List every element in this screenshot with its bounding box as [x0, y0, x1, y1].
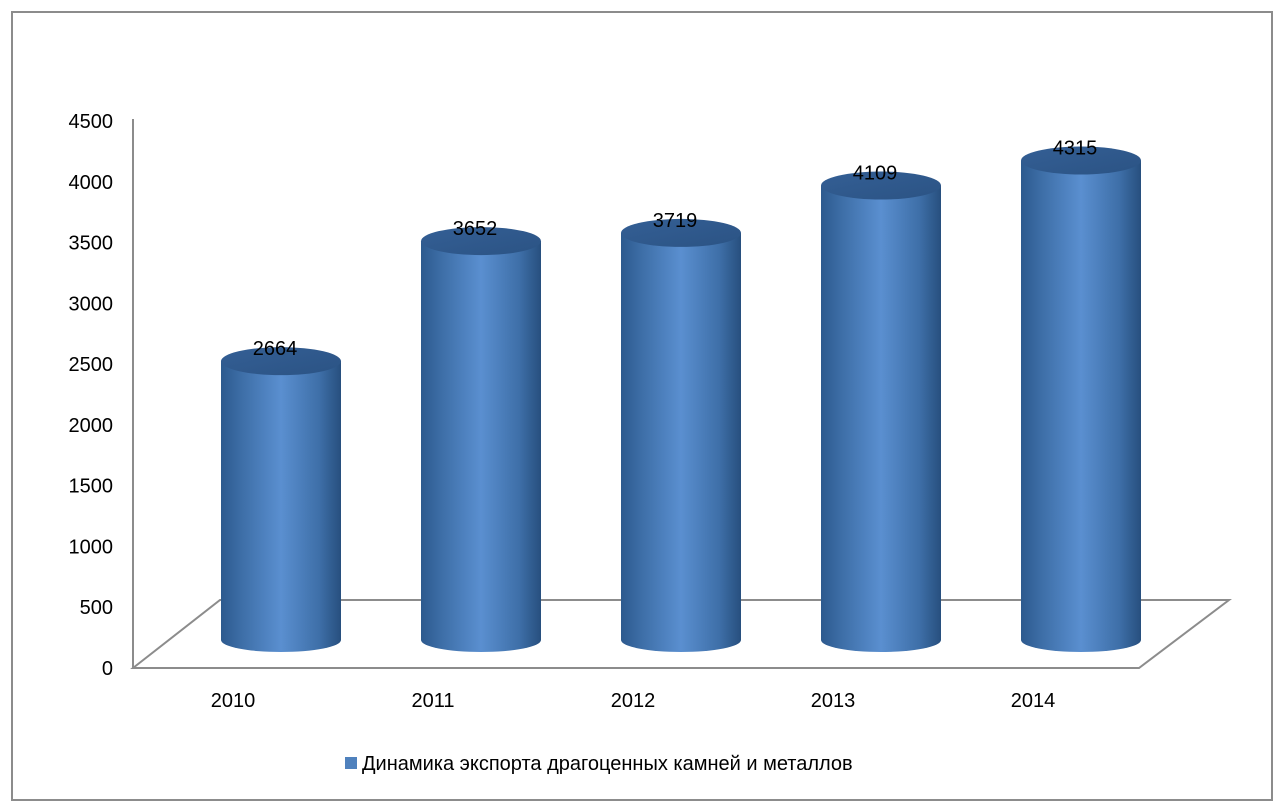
- x-tick-label: 2013: [811, 690, 856, 712]
- legend-swatch: [345, 757, 357, 769]
- x-tick-label: 2010: [211, 690, 256, 712]
- x-tick-label: 2011: [411, 690, 454, 712]
- y-tick-label: 1000: [69, 536, 114, 558]
- chart-floor: [130, 599, 1232, 669]
- y-tick-label: 500: [80, 597, 113, 619]
- data-label: 4315: [1053, 137, 1098, 159]
- y-tick-label: 4000: [69, 172, 114, 194]
- y-tick-label: 2500: [69, 354, 114, 376]
- legend: Динамика экспорта драгоценных камней и м…: [345, 753, 853, 775]
- y-tick-label: 2000: [69, 415, 114, 437]
- legend-label: Динамика экспорта драгоценных камней и м…: [362, 753, 853, 775]
- y-tick-label: 3500: [69, 233, 114, 255]
- bar: [1021, 146, 1141, 652]
- bar-body: [1021, 160, 1141, 652]
- data-labels: 2664 3652 3719 4109 4315: [253, 137, 1098, 360]
- y-tick-label: 1500: [69, 476, 114, 498]
- floor-outline: [130, 599, 1232, 669]
- bar: [621, 218, 741, 653]
- bar-top: [621, 218, 741, 247]
- bar-body: [621, 232, 741, 653]
- bar: [421, 227, 541, 653]
- bar-top: [821, 171, 941, 200]
- bars: [221, 146, 1141, 653]
- x-tick-label: 2012: [611, 690, 656, 712]
- x-axis: 2010 2011 2012 2013 2014: [211, 690, 1056, 712]
- data-label: 3652: [453, 218, 498, 240]
- bar-body: [821, 185, 941, 652]
- y-tick-label: 4500: [69, 111, 114, 133]
- data-label: 3719: [653, 210, 698, 232]
- bar-body: [221, 361, 341, 652]
- y-tick-label: 3000: [69, 293, 114, 315]
- bar: [221, 347, 341, 652]
- data-label: 2664: [253, 338, 298, 360]
- bar-body: [421, 241, 541, 653]
- bar-top: [421, 227, 541, 256]
- y-axis: 0 500 1000 1500 2000 2500 3000 3500 4000 4500: [69, 111, 134, 680]
- y-tick-label: 0: [102, 658, 113, 680]
- x-tick-label: 2014: [1011, 690, 1056, 712]
- bar-top: [221, 347, 341, 376]
- bar: [821, 171, 941, 652]
- data-label: 4109: [853, 163, 898, 185]
- bar-top: [1021, 146, 1141, 175]
